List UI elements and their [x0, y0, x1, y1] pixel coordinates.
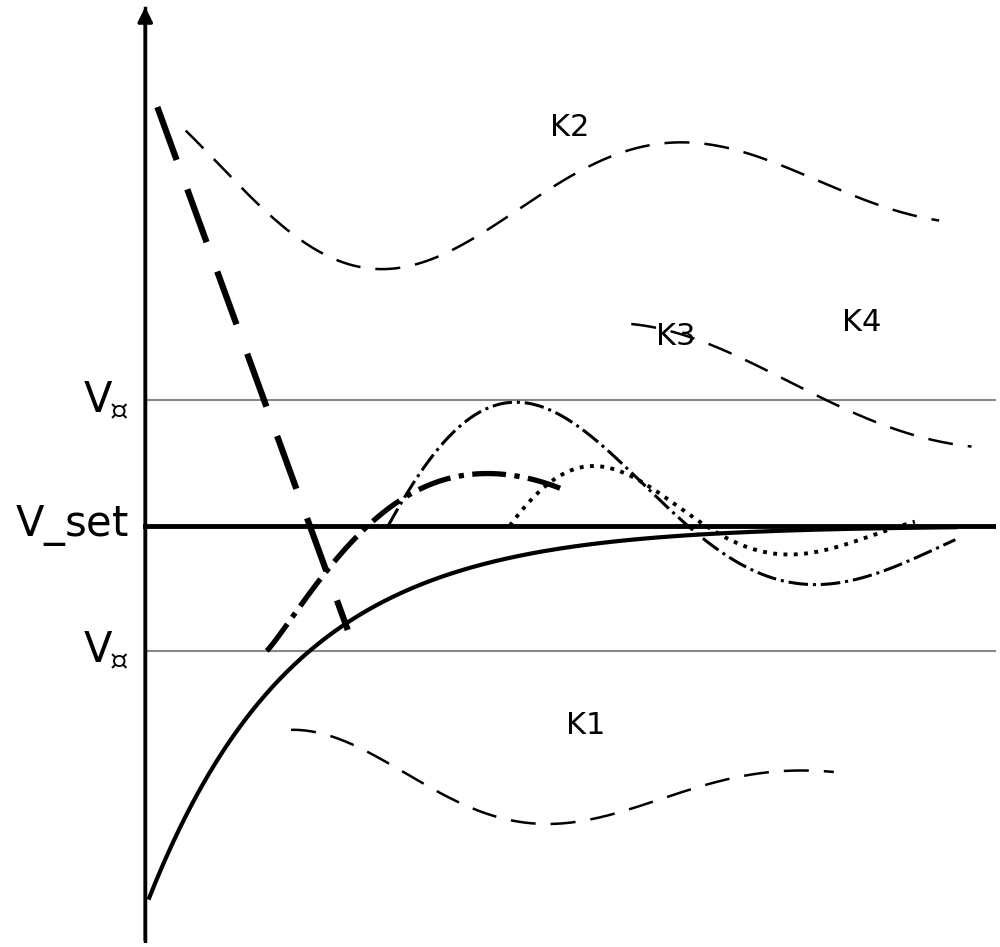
Text: K1: K1 [566, 711, 606, 741]
Text: $\mathrm{V}_{上}$: $\mathrm{V}_{上}$ [83, 380, 129, 421]
Text: K4: K4 [842, 308, 881, 337]
Text: $\mathrm{V}_{下}$: $\mathrm{V}_{下}$ [83, 630, 129, 672]
Text: $\mathrm{V\_set}$: $\mathrm{V\_set}$ [15, 503, 129, 548]
Text: K3: K3 [656, 322, 695, 351]
Text: K2: K2 [550, 114, 590, 142]
